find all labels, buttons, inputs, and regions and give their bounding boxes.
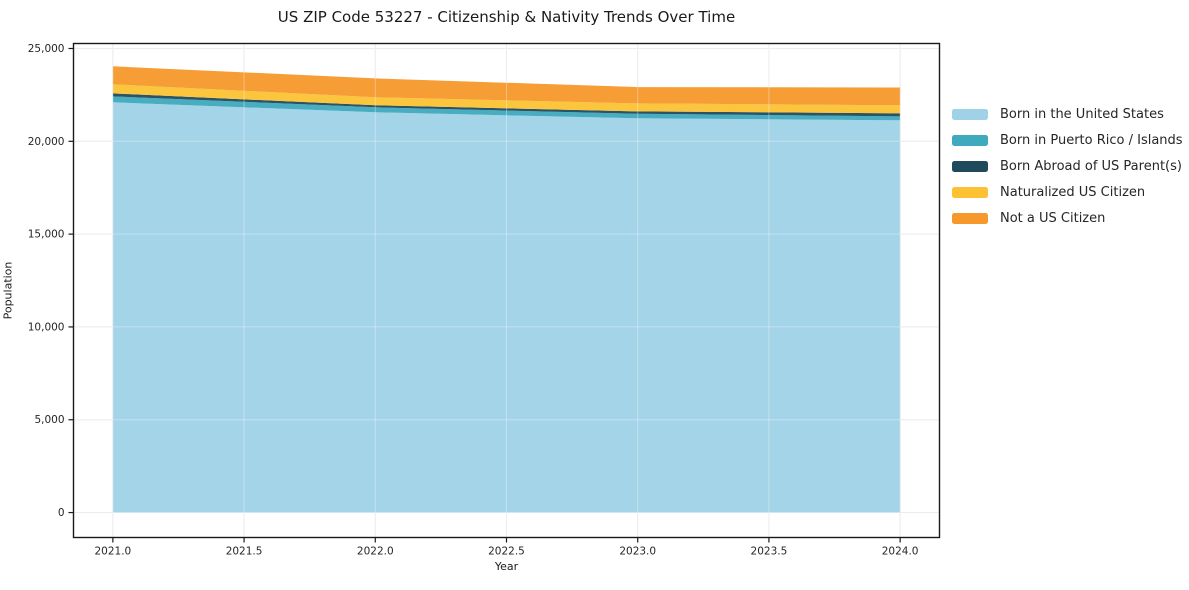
legend-swatch-not-citizen-icon: [952, 212, 988, 224]
legend-item-born-us: Born in the United States: [952, 101, 1183, 127]
x-tick-label: 2023.0: [619, 546, 656, 558]
area-series-3: [112, 84, 901, 114]
area-series-2: [112, 93, 901, 117]
legend-item-naturalized: Naturalized US Citizen: [952, 179, 1183, 205]
legend-label: Born in the United States: [1000, 106, 1164, 122]
chart-title: US ZIP Code 53227 - Citizenship & Nativi…: [277, 8, 736, 26]
legend-label: Born in Puerto Rico / Islands: [1000, 132, 1183, 148]
area-series-0: [112, 102, 901, 513]
legend-label: Not a US Citizen: [1000, 210, 1106, 226]
y-tick-label: 20,000: [28, 136, 65, 148]
x-tick-label: 2021.0: [94, 546, 131, 558]
y-tick-label: 10,000: [28, 321, 65, 333]
y-tick-label: 25,000: [28, 43, 65, 55]
legend: Born in the United States Born in Puerto…: [952, 101, 1183, 231]
x-axis-label: Year: [494, 560, 519, 573]
legend-item-born-abroad: Born Abroad of US Parent(s): [952, 153, 1183, 179]
y-tick-label: 15,000: [28, 229, 65, 241]
legend-label: Naturalized US Citizen: [1000, 184, 1146, 200]
y-axis-label: Population: [1, 261, 15, 320]
area-series-1: [112, 96, 901, 121]
x-tick-label: 2022.0: [357, 546, 394, 558]
legend-item-not-citizen: Not a US Citizen: [952, 205, 1183, 231]
y-tick-label: 0: [58, 507, 65, 519]
legend-swatch-born-us-icon: [952, 108, 988, 120]
x-tick-label: 2021.5: [226, 546, 263, 558]
legend-label: Born Abroad of US Parent(s): [1000, 158, 1182, 174]
legend-item-born-pr: Born in Puerto Rico / Islands: [952, 127, 1183, 153]
x-tick-label: 2024.0: [882, 546, 919, 558]
x-tick-label: 2022.5: [488, 546, 525, 558]
legend-swatch-born-pr-icon: [952, 134, 988, 146]
legend-swatch-naturalized-icon: [952, 186, 988, 198]
y-tick-label: 5,000: [34, 414, 64, 426]
x-tick-label: 2023.5: [751, 546, 788, 558]
area-series-4: [112, 66, 901, 106]
legend-swatch-born-abroad-icon: [952, 160, 988, 172]
